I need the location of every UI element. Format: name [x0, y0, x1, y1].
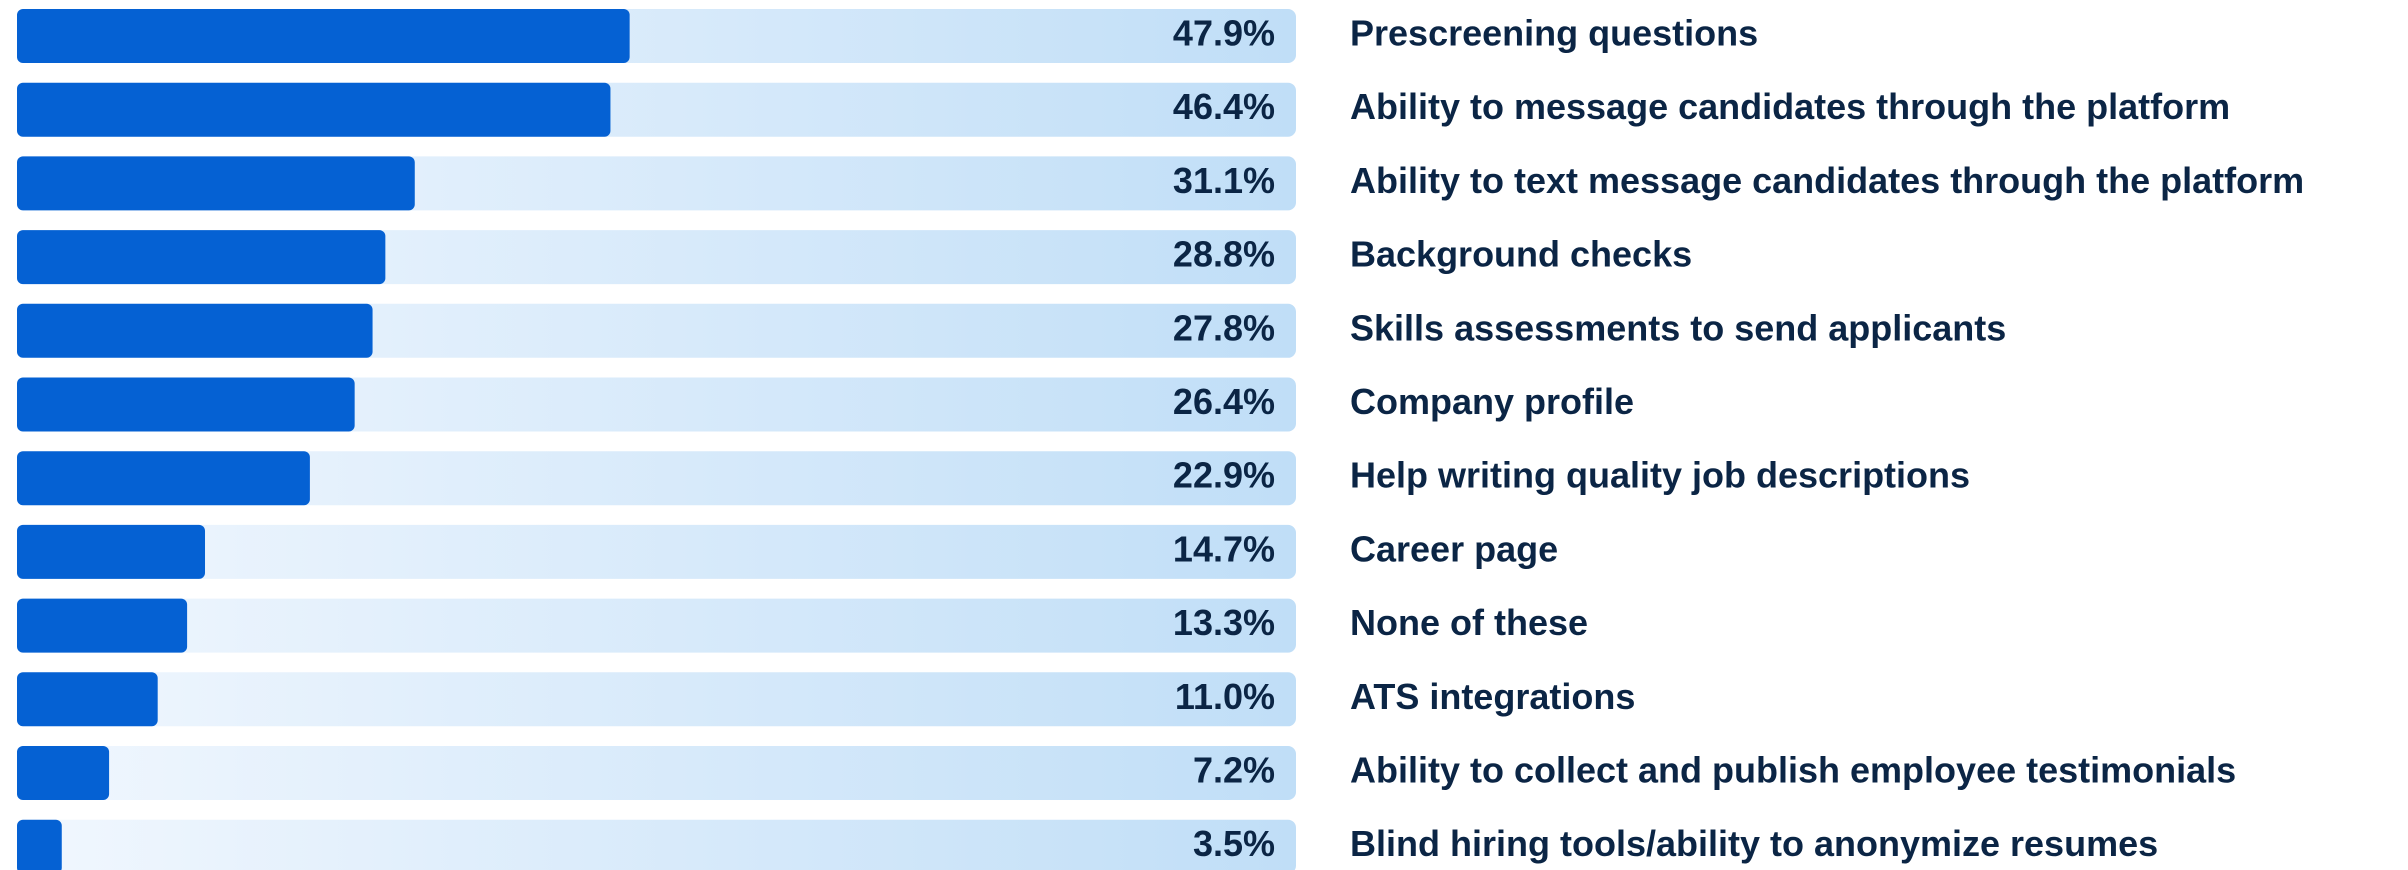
category-label: Career page — [1350, 528, 1558, 569]
bar — [17, 303, 373, 358]
bar-track — [17, 746, 1296, 800]
category-label: Company profile — [1350, 381, 1634, 422]
value-label: 27.8% — [1173, 307, 1275, 348]
value-label: 46.4% — [1173, 86, 1275, 127]
value-label: 14.7% — [1173, 528, 1275, 569]
category-label: Ability to text message candidates throu… — [1350, 160, 2304, 201]
category-label: None of these — [1350, 602, 1588, 643]
bar — [17, 598, 188, 653]
bar — [17, 377, 355, 432]
bar — [17, 230, 386, 285]
category-label: Prescreening questions — [1350, 13, 1758, 54]
bar-track — [17, 524, 1296, 579]
bar — [17, 9, 630, 63]
value-label: 22.9% — [1173, 455, 1275, 496]
value-label: 3.5% — [1193, 823, 1275, 864]
bar-track — [17, 451, 1296, 506]
bar-track — [17, 672, 1296, 727]
bar — [17, 672, 158, 727]
bar — [17, 819, 62, 870]
value-label: 31.1% — [1173, 160, 1275, 201]
category-label: Skills assessments to send applicants — [1350, 307, 2006, 348]
category-label: Ability to message candidates through th… — [1350, 86, 2230, 127]
category-label: ATS integrations — [1350, 676, 1635, 717]
bar — [17, 156, 415, 211]
category-label: Background checks — [1350, 234, 1692, 275]
value-label: 13.3% — [1173, 602, 1275, 643]
bar — [17, 451, 310, 506]
value-label: 7.2% — [1193, 750, 1275, 791]
value-label: 11.0% — [1175, 676, 1275, 717]
category-label: Ability to collect and publish employee … — [1350, 750, 2236, 791]
bar-track — [17, 819, 1296, 870]
value-label: 26.4% — [1173, 381, 1275, 422]
value-label: 28.8% — [1173, 234, 1275, 275]
category-label: Blind hiring tools/ability to anonymize … — [1350, 823, 2158, 864]
bar — [17, 524, 206, 579]
category-label: Help writing quality job descriptions — [1350, 455, 1970, 496]
bar — [17, 746, 110, 800]
value-label: 47.9% — [1173, 13, 1275, 54]
bar — [17, 82, 611, 137]
bar-track — [17, 598, 1296, 653]
